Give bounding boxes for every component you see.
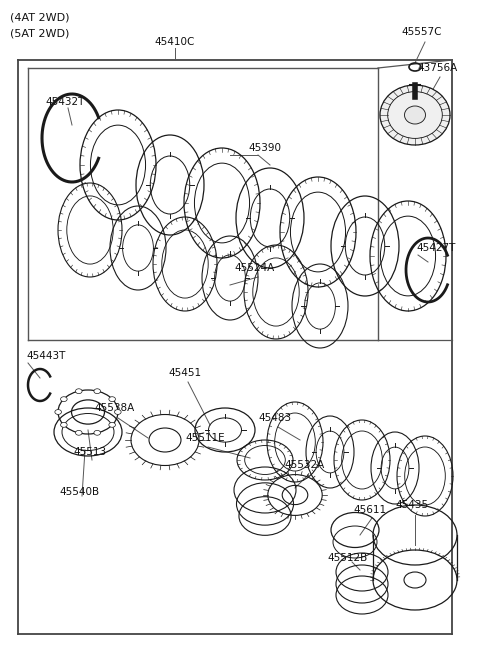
Text: 45540B: 45540B: [60, 487, 100, 497]
Ellipse shape: [94, 430, 100, 435]
Text: 45432T: 45432T: [45, 97, 84, 107]
Text: 45532A: 45532A: [285, 460, 325, 470]
Text: 45557C: 45557C: [402, 27, 442, 37]
Ellipse shape: [60, 422, 67, 427]
Text: 45435: 45435: [396, 500, 429, 510]
Ellipse shape: [115, 409, 121, 415]
Text: 45538A: 45538A: [95, 403, 135, 413]
Text: 45512B: 45512B: [328, 553, 368, 563]
Ellipse shape: [109, 397, 115, 401]
Ellipse shape: [380, 85, 450, 145]
Ellipse shape: [94, 389, 100, 394]
Ellipse shape: [75, 389, 82, 394]
Ellipse shape: [75, 430, 82, 435]
Ellipse shape: [60, 397, 67, 401]
Ellipse shape: [405, 106, 425, 124]
Text: 43756A: 43756A: [418, 63, 458, 73]
Text: 45511E: 45511E: [185, 433, 225, 443]
Text: 45427T: 45427T: [416, 243, 456, 253]
Text: 45410C: 45410C: [155, 37, 195, 47]
Ellipse shape: [55, 409, 61, 415]
Text: 45524A: 45524A: [235, 263, 275, 273]
Text: 45443T: 45443T: [26, 351, 65, 361]
Text: (5AT 2WD): (5AT 2WD): [10, 29, 70, 39]
Text: 45451: 45451: [168, 368, 202, 378]
Text: 45513: 45513: [73, 447, 107, 457]
Text: 45483: 45483: [258, 413, 291, 423]
Text: 45390: 45390: [249, 143, 281, 153]
Text: 45611: 45611: [353, 505, 386, 515]
Ellipse shape: [109, 422, 115, 427]
Text: (4AT 2WD): (4AT 2WD): [10, 13, 70, 23]
